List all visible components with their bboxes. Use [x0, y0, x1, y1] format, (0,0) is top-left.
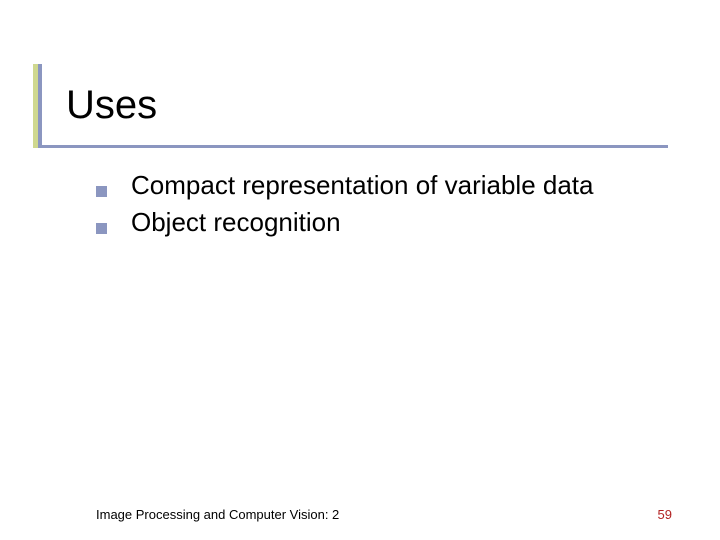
content-area: Compact representation of variable data … — [96, 170, 594, 244]
bullet-text: Compact representation of variable data — [131, 170, 594, 201]
title-accent-horizontal — [38, 145, 668, 148]
footer: Image Processing and Computer Vision: 2 … — [96, 507, 672, 522]
title-accent-vertical-dark — [38, 64, 42, 148]
footer-text: Image Processing and Computer Vision: 2 — [96, 507, 339, 522]
list-item: Compact representation of variable data — [96, 170, 594, 201]
bullet-text: Object recognition — [131, 207, 341, 238]
bullet-square-icon — [96, 186, 107, 197]
list-item: Object recognition — [96, 207, 594, 238]
page-number: 59 — [658, 507, 672, 522]
bullet-square-icon — [96, 223, 107, 234]
slide: Uses Compact representation of variable … — [0, 0, 720, 540]
slide-title: Uses — [66, 83, 157, 128]
